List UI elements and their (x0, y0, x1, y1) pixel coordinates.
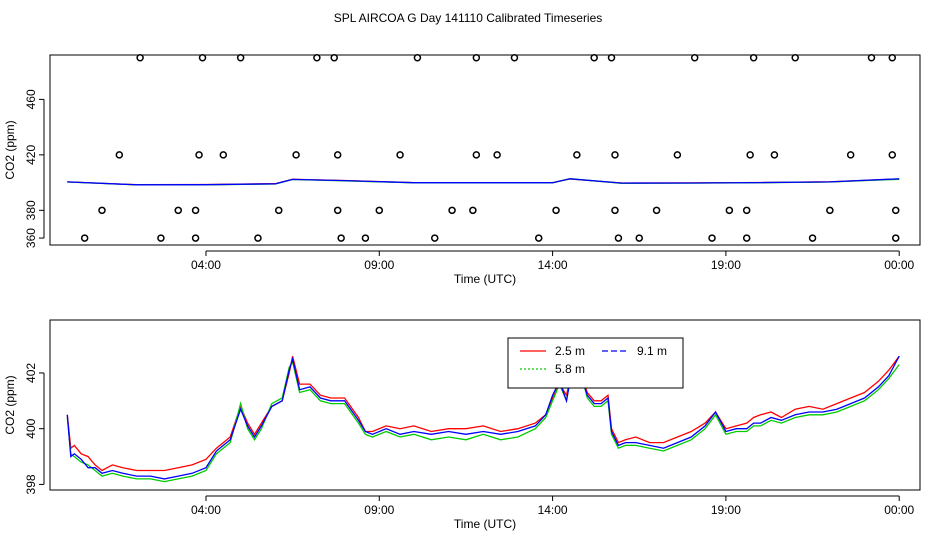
x-tick-label: 19:00 (711, 503, 741, 517)
y-tick-label: 398 (24, 474, 38, 494)
data-point (174, 206, 182, 215)
y-tick-label: 400 (24, 418, 38, 438)
x-tick-label: 09:00 (364, 258, 394, 272)
data-point (191, 234, 200, 242)
data-point (742, 206, 751, 215)
chart-title: SPL AIRCOA G Day 141110 Calibrated Times… (334, 11, 603, 25)
data-point (337, 234, 345, 242)
data-point (191, 206, 200, 215)
y-axis-label: CO2 (ppm) (3, 120, 17, 179)
x-tick-label: 00:00 (884, 503, 914, 517)
data-point (808, 234, 817, 242)
data-point (635, 234, 643, 242)
y-axis-label: CO2 (ppm) (3, 375, 17, 434)
data-point (846, 151, 855, 159)
data-point (673, 151, 682, 159)
data-point (375, 206, 384, 215)
data-point (254, 234, 262, 242)
data-point (313, 54, 321, 62)
series-line (66, 342, 900, 480)
data-point (611, 206, 619, 215)
data-point (749, 54, 758, 62)
data-point (361, 234, 370, 242)
data-point (891, 234, 900, 242)
data-point (891, 206, 900, 215)
data-point (708, 234, 716, 242)
data-point (770, 151, 779, 159)
data-point (791, 54, 799, 62)
bottom-panel: 04:00 09:00 14:00 19:00 00:00 Time (UTC) 398 40… (3, 319, 921, 531)
series-line (67, 178, 900, 186)
data-point (330, 54, 338, 62)
data-point (136, 54, 144, 62)
data-point (888, 54, 897, 62)
data-point (590, 54, 598, 62)
data-point (690, 54, 699, 62)
x-tick-label: 14:00 (538, 503, 568, 517)
data-point (236, 54, 245, 62)
data-point (534, 234, 543, 242)
y-tick-label: 380 (24, 200, 38, 220)
x-tick-label: 04:00 (191, 503, 221, 517)
data-point (611, 151, 619, 159)
data-point (607, 54, 616, 62)
data-point (652, 206, 661, 215)
data-point (448, 206, 456, 215)
plot-frame (49, 54, 921, 246)
data-point (867, 54, 876, 62)
data-point (573, 151, 581, 159)
data-point (493, 151, 501, 159)
data-point (396, 151, 404, 159)
data-point (826, 206, 834, 215)
data-point (275, 206, 283, 215)
legend-label: 9.1 m (637, 344, 667, 358)
data-point (746, 151, 754, 159)
data-point (157, 234, 165, 242)
data-point (195, 151, 203, 159)
x-tick-label: 00:00 (884, 258, 914, 272)
data-point (198, 54, 207, 62)
data-point (430, 234, 439, 242)
data-point (472, 54, 481, 62)
x-axis-label: Time (UTC) (454, 272, 516, 286)
data-point (292, 151, 300, 159)
data-point (510, 54, 519, 62)
data-point (725, 206, 734, 215)
series-line (66, 344, 900, 472)
data-point (115, 151, 124, 159)
top-panel: 04:00 09:00 14:00 19:00 00:00 Time (UTC) 360 38… (3, 54, 921, 286)
data-point (333, 151, 342, 159)
y-tick-label: 360 (24, 228, 38, 248)
legend-box (507, 337, 684, 389)
data-point (614, 234, 623, 242)
x-tick-label: 19:00 (711, 258, 741, 272)
data-point (219, 151, 228, 159)
data-point (80, 234, 89, 242)
y-tick-label: 402 (24, 363, 38, 383)
y-tick-label: 460 (24, 89, 38, 109)
legend-label: 5.8 m (555, 362, 585, 376)
legend-label: 2.5 m (555, 344, 585, 358)
data-point (413, 54, 422, 62)
data-point (98, 206, 106, 215)
data-point (472, 151, 481, 159)
data-point (333, 206, 342, 215)
y-tick-label: 420 (24, 145, 38, 165)
data-point (469, 206, 477, 215)
plot-frame (49, 319, 921, 491)
data-point (888, 151, 897, 159)
x-tick-label: 09:00 (364, 503, 394, 517)
data-point (552, 206, 560, 215)
series-line (66, 339, 900, 483)
data-point (742, 234, 751, 242)
x-tick-label: 04:00 (191, 258, 221, 272)
x-tick-label: 14:00 (538, 258, 568, 272)
x-axis-label: Time (UTC) (454, 517, 516, 531)
